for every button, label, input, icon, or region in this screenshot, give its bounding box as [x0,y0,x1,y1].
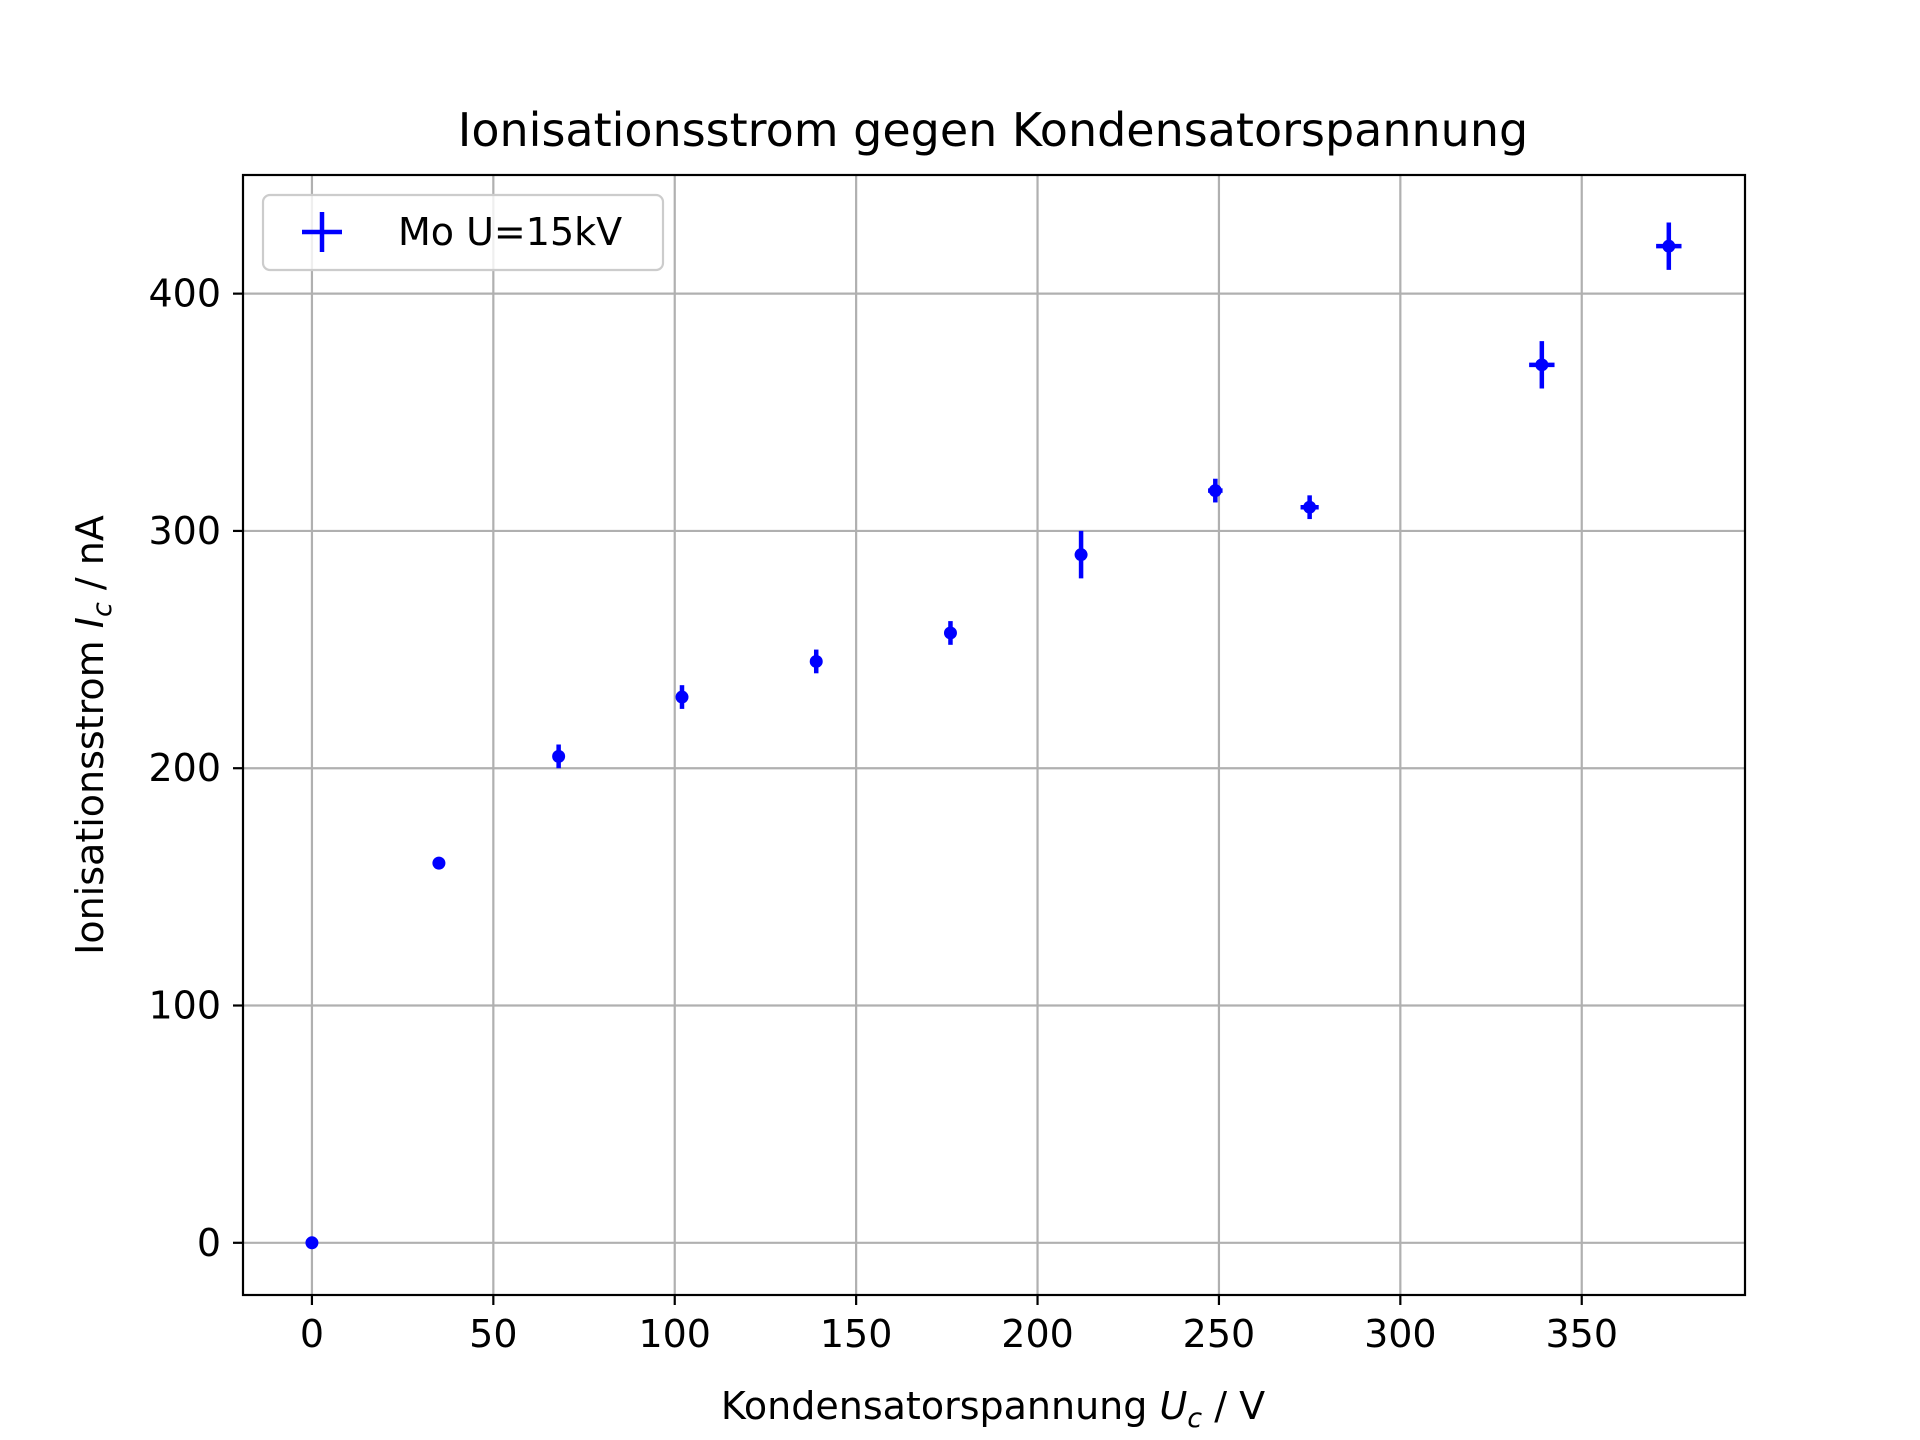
data-points [305,222,1682,1250]
data-point [552,744,566,769]
point-marker [1535,358,1549,372]
x-tick-label: 200 [1001,1312,1074,1356]
y-tick-label: 300 [148,509,221,553]
y-tick-label: 0 [197,1221,221,1265]
data-point [1300,495,1319,520]
data-point [1529,341,1555,389]
data-point [809,649,823,674]
point-marker [1074,548,1088,562]
point-marker [675,690,689,704]
data-point [1656,222,1682,270]
y-tick-label: 400 [148,272,221,316]
grid-lines [243,175,1745,1295]
x-tick-label: 0 [300,1312,324,1356]
data-point [675,685,689,709]
point-marker [305,1236,319,1250]
legend-entry-label: Mo U=15kV [398,210,622,254]
legend-box [261,193,665,272]
y-axis-label: Ionisationsstrom Ic / nA [68,515,118,955]
data-point [1074,530,1088,579]
y-tick-label: 100 [148,984,221,1028]
y-axis-ticks: 0 100 200 300 400 [148,272,243,1265]
plot-frame [241,173,1747,1297]
point-marker [432,856,446,870]
point-marker [1662,239,1676,253]
x-axis-label: Kondensatorspannung Uc / V [721,1384,1265,1434]
x-tick-label: 50 [469,1312,517,1356]
data-point [1208,478,1223,503]
y-tick-label: 200 [148,746,221,790]
point-marker [809,654,823,668]
data-point [305,1236,319,1250]
data-point [432,856,446,870]
chart-title: Ionisationsstrom gegen Kondensatorspannu… [458,103,1528,157]
x-tick-label: 250 [1183,1312,1256,1356]
data-point [943,621,957,645]
x-axis-ticks: 0 50 100 150 200 250 300 350 [300,1295,1618,1356]
x-tick-label: 150 [820,1312,893,1356]
x-tick-label: 300 [1364,1312,1437,1356]
x-tick-label: 100 [638,1312,711,1356]
legend: Mo U=15kV [261,193,665,272]
point-marker [1208,484,1222,498]
point-marker [1303,500,1317,514]
point-marker [552,749,566,763]
point-marker [943,626,957,640]
x-tick-label: 350 [1545,1312,1618,1356]
